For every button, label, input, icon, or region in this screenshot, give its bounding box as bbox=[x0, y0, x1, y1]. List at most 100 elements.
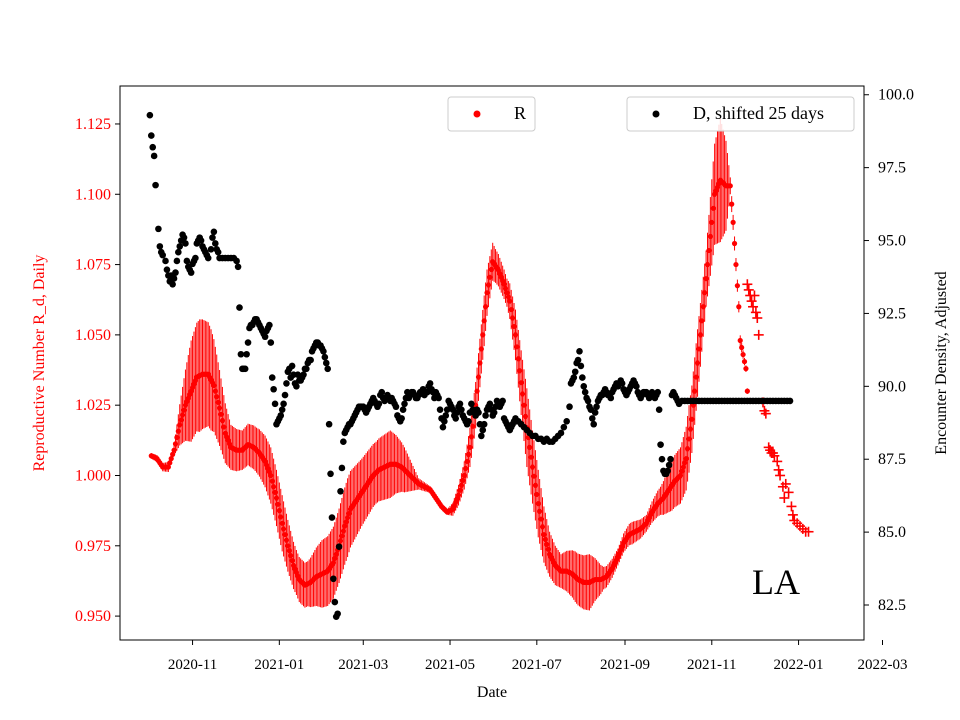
d-point bbox=[482, 412, 489, 419]
r-forecast-point bbox=[780, 478, 791, 489]
d-point bbox=[163, 266, 171, 273]
r-point bbox=[279, 520, 285, 526]
d-point bbox=[335, 543, 343, 550]
r-point bbox=[273, 495, 280, 501]
d-point bbox=[607, 394, 615, 402]
r-point bbox=[689, 416, 695, 422]
r-point bbox=[477, 360, 483, 366]
d-point bbox=[209, 234, 216, 241]
r-point bbox=[743, 366, 749, 372]
legend-d: D, shifted 25 days bbox=[626, 96, 855, 132]
y-left-tick-label: 1.025 bbox=[75, 397, 111, 414]
y-axis-left: 0.950 0.975 1.000 1.025 1.050 1.075 1.100 1.125 bbox=[75, 116, 120, 625]
d-point bbox=[244, 339, 252, 346]
r-point bbox=[521, 402, 527, 408]
d-point bbox=[392, 403, 400, 411]
d-point bbox=[401, 400, 408, 408]
r-point bbox=[710, 205, 716, 211]
y-left-tick-label: 1.000 bbox=[75, 467, 111, 484]
d-point bbox=[436, 406, 444, 413]
d-point bbox=[147, 132, 155, 139]
legend-r: R bbox=[447, 96, 536, 132]
y-right-tick-label: 92.5 bbox=[878, 305, 906, 322]
r-point bbox=[330, 560, 336, 566]
y-right-tick-label: 95.0 bbox=[878, 233, 906, 250]
d-point bbox=[325, 420, 333, 428]
r-point bbox=[685, 446, 691, 452]
r-point bbox=[174, 434, 180, 441]
d-point bbox=[786, 397, 794, 405]
d-point bbox=[468, 400, 475, 408]
r-point bbox=[734, 283, 740, 289]
r-point bbox=[507, 298, 513, 304]
r-point bbox=[179, 412, 186, 418]
d-point bbox=[328, 514, 336, 521]
r-forecast-series bbox=[742, 279, 814, 537]
y-right-tick-label: 87.5 bbox=[878, 451, 906, 468]
r-point bbox=[512, 332, 519, 338]
r-point bbox=[282, 531, 288, 538]
d-point bbox=[155, 225, 162, 233]
d-point bbox=[152, 181, 159, 189]
r-point bbox=[534, 491, 540, 498]
r-point bbox=[340, 528, 346, 534]
r-point bbox=[464, 458, 470, 465]
d-point bbox=[170, 275, 178, 282]
r-point bbox=[211, 382, 217, 389]
d-point bbox=[664, 467, 671, 475]
d-point bbox=[271, 400, 279, 408]
r-point bbox=[527, 444, 533, 450]
r-point bbox=[505, 294, 511, 300]
r-point bbox=[535, 501, 541, 507]
d-point bbox=[576, 348, 583, 355]
r-point bbox=[744, 388, 750, 394]
x-tick-label: 2022-01 bbox=[774, 657, 824, 673]
x-axis-label: Date bbox=[477, 684, 507, 701]
r-point bbox=[470, 423, 476, 429]
y-right-tick-label: 85.0 bbox=[878, 524, 906, 541]
r-point bbox=[288, 553, 294, 559]
r-point bbox=[686, 436, 692, 442]
d-point bbox=[580, 383, 588, 390]
r-point bbox=[212, 388, 218, 394]
d-point bbox=[156, 243, 164, 250]
d-point bbox=[378, 388, 386, 396]
d-point bbox=[593, 403, 600, 411]
r-point bbox=[214, 394, 220, 400]
d-point bbox=[334, 610, 341, 618]
r-point bbox=[181, 407, 187, 413]
region-annotation: LA bbox=[752, 562, 800, 602]
x-tick-label: 2022-03 bbox=[857, 657, 907, 673]
d-point bbox=[654, 388, 662, 396]
x-tick-label: 2021-05 bbox=[425, 657, 475, 673]
d-point bbox=[458, 406, 465, 413]
r-forecast-point bbox=[775, 470, 786, 481]
r-forecast-point bbox=[769, 450, 780, 461]
r-point bbox=[683, 456, 689, 462]
d-point bbox=[212, 240, 219, 247]
r-point bbox=[694, 360, 701, 366]
d-point bbox=[375, 400, 383, 408]
d-point bbox=[278, 406, 286, 413]
y-right-tick-label: 100.0 bbox=[878, 87, 914, 104]
r-forecast-point bbox=[742, 279, 753, 290]
d-point bbox=[340, 438, 347, 446]
r-point bbox=[177, 422, 183, 428]
r-point bbox=[283, 537, 290, 543]
r-point bbox=[692, 388, 698, 394]
r-point bbox=[460, 477, 466, 484]
r-point bbox=[522, 413, 529, 420]
r-point bbox=[687, 426, 694, 432]
d-point bbox=[478, 432, 485, 440]
d-point bbox=[182, 240, 189, 247]
r-point bbox=[538, 516, 544, 522]
y-left-tick-label: 0.975 bbox=[75, 538, 111, 555]
d-point bbox=[667, 455, 674, 463]
r-point bbox=[730, 219, 736, 225]
r-forecast-point bbox=[750, 307, 761, 318]
r-point bbox=[731, 240, 738, 247]
d-point bbox=[270, 385, 277, 393]
d-point bbox=[577, 362, 585, 370]
d-point bbox=[633, 383, 640, 390]
r-point bbox=[741, 358, 748, 365]
